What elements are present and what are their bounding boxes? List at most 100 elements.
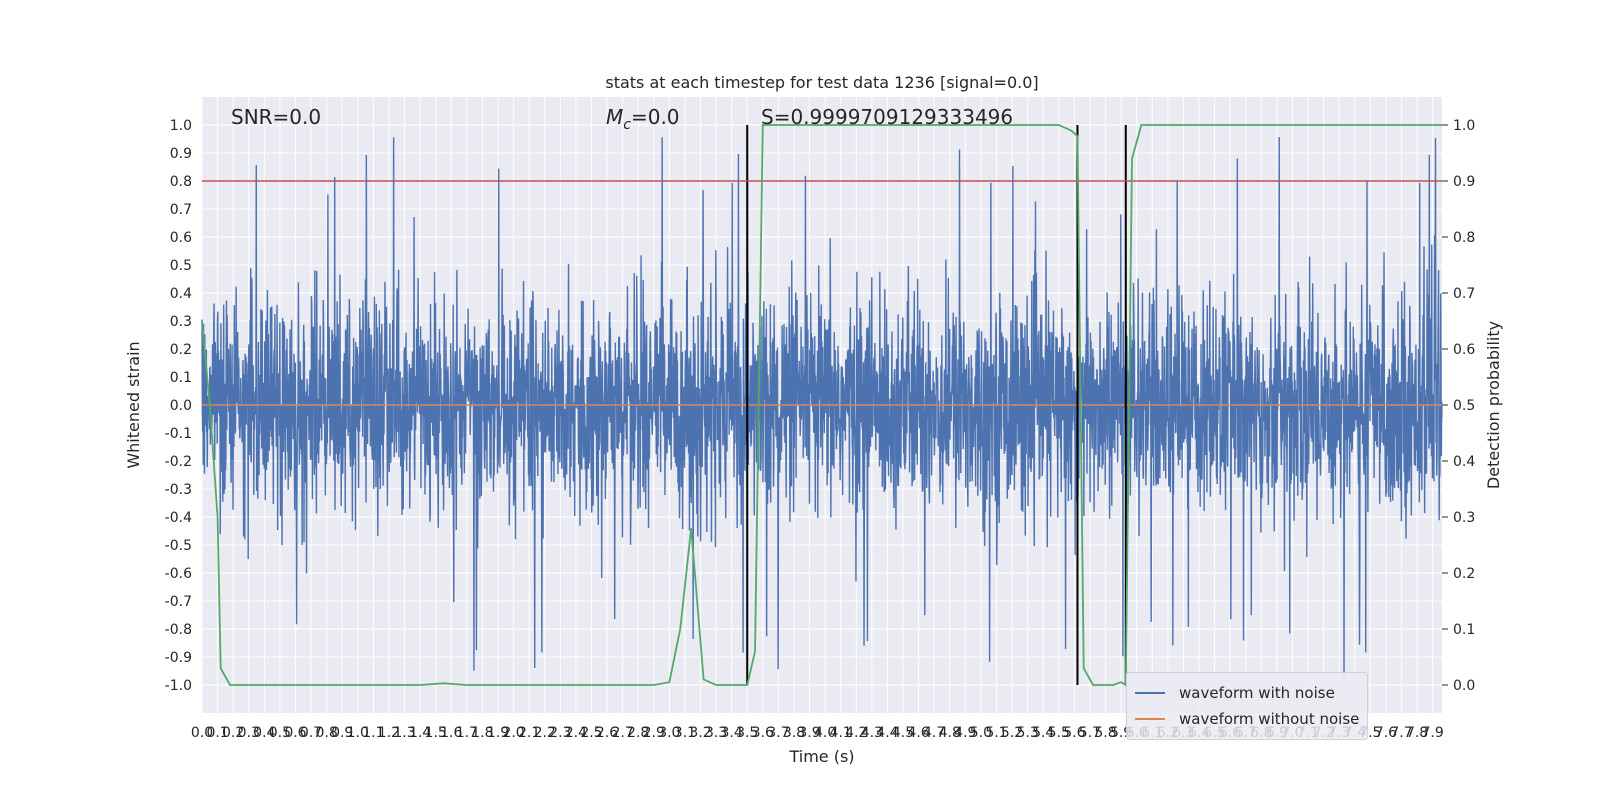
x-tick-label: 0.1 — [206, 725, 228, 741]
x-tick-label: 5.2 — [1001, 725, 1023, 741]
x-tick-label: 1.0 — [347, 725, 369, 741]
y-tick-label: 0.1 — [170, 370, 192, 386]
noise-waveform-line — [201, 136, 1443, 677]
y-tick-label: -0.2 — [165, 454, 192, 470]
y-tick-label: -0.5 — [165, 538, 192, 554]
legend-label-clean: waveform without noise — [1179, 710, 1360, 728]
y-tick-label: -0.1 — [165, 426, 192, 442]
x-tick-label: 3.3 — [705, 725, 727, 741]
x-tick-label: 4.2 — [845, 725, 867, 741]
detection-probability-series — [201, 124, 1442, 687]
y-tick-label: 0.7 — [170, 202, 192, 218]
x-tick-label: 4.4 — [876, 725, 898, 741]
legend-entry-clean: waveform without noise — [1135, 709, 1359, 729]
x-tick-label: 0.6 — [284, 725, 306, 741]
probability-line — [201, 124, 1442, 687]
waveform-with-noise-series — [201, 136, 1443, 677]
legend-swatch-noise — [1135, 692, 1165, 694]
y-tick-label: 0.6 — [170, 230, 192, 246]
x-tick-label: 5.7 — [1079, 725, 1101, 741]
x-tick-label: 3.4 — [721, 725, 743, 741]
legend-entry-noise: waveform with noise — [1135, 683, 1335, 703]
x-tick-label: 5.0 — [970, 725, 992, 741]
y-tick-label: -1.0 — [165, 678, 192, 694]
y-right-axis-label: Detection probability — [1484, 321, 1503, 489]
y-tick-label: 1.0 — [170, 118, 192, 134]
y-tick-label: 0.3 — [170, 314, 192, 330]
x-tick-label: 5.3 — [1016, 725, 1038, 741]
y-right-tick-label: 0.7 — [1453, 286, 1475, 302]
x-tick-label: 1.1 — [362, 725, 384, 741]
y-right-tick-label: 0.9 — [1453, 174, 1475, 190]
y-tick-label: 0.5 — [170, 258, 192, 274]
chirp-mass-value: =0.0 — [631, 105, 680, 129]
snr-annotation: SNR=0.0 — [231, 105, 321, 129]
y-tick-label: -0.6 — [165, 566, 192, 582]
x-tick-label: 0.5 — [269, 725, 291, 741]
x-tick-label: 2.9 — [643, 725, 665, 741]
y-tick-labels: 1.0 0.9 0.8 0.7 0.6 0.5 0.4 0.3 0.2 0.1 0.0 -0.1 -0.… — [165, 118, 192, 694]
x-tick-label: 1.2 — [378, 725, 400, 741]
x-tick-label: 0.0 — [191, 725, 213, 741]
x-tick-label: 2.2 — [534, 725, 556, 741]
x-tick-label: 1.3 — [393, 725, 415, 741]
y-tick-label: 0.8 — [170, 174, 192, 190]
x-tick-label: 7.6 — [1375, 725, 1397, 741]
x-tick-label: 0.8 — [315, 725, 337, 741]
y-tick-label: -0.9 — [165, 650, 192, 666]
x-tick-label: 2.0 — [502, 725, 524, 741]
x-tick-label: 5.6 — [1063, 725, 1085, 741]
chart-title: stats at each timestep for test data 123… — [605, 73, 1038, 92]
x-tick-label: 3.2 — [689, 725, 711, 741]
x-tick-label: 1.5 — [425, 725, 447, 741]
y-right-tick-label: 0.4 — [1453, 454, 1475, 470]
legend: waveform with noise waveform without noi… — [1126, 672, 1368, 740]
y-right-tick-label: 0.2 — [1453, 566, 1475, 582]
y-right-tick-label: 0.5 — [1453, 398, 1475, 414]
x-tick-label: 1.6 — [440, 725, 462, 741]
s-statistic-annotation: S=0.9999709129333496 — [761, 105, 1013, 129]
y-right-tick-label: 0.6 — [1453, 342, 1475, 358]
y-right-tick-label: 0.3 — [1453, 510, 1475, 526]
x-tick-label: 3.6 — [752, 725, 774, 741]
y-tick-label: 0.9 — [170, 146, 192, 162]
x-tick-label: 7.8 — [1406, 725, 1428, 741]
x-tick-label: 2.3 — [549, 725, 571, 741]
x-tick-label: 5.5 — [1048, 725, 1070, 741]
x-tick-label: 7.7 — [1390, 725, 1412, 741]
x-tick-label: 0.7 — [300, 725, 322, 741]
y-right-tick-label: 0.0 — [1453, 678, 1475, 694]
y-right-tick-label: 1.0 — [1453, 118, 1475, 134]
y-tick-label: 0.2 — [170, 342, 192, 358]
y-tick-label: -0.4 — [165, 510, 192, 526]
legend-swatch-clean — [1135, 718, 1165, 720]
x-tick-label: 4.6 — [907, 725, 929, 741]
y-tick-label: 0.4 — [170, 286, 192, 302]
x-tick-label: 4.5 — [892, 725, 914, 741]
x-tick-label: 0.9 — [331, 725, 353, 741]
x-tick-label: 3.7 — [767, 725, 789, 741]
y-right-tick-labels: 1.0 0.9 0.8 0.7 0.6 0.5 0.4 0.3 0.2 0.1 0.0 — [1442, 118, 1475, 694]
x-tick-label: 5.8 — [1094, 725, 1116, 741]
x-tick-label: 5.4 — [1032, 725, 1054, 741]
x-tick-label: 4.1 — [830, 725, 852, 741]
x-axis-label: Time (s) — [788, 747, 854, 766]
x-tick-label: 3.5 — [736, 725, 758, 741]
x-tick-label: 3.9 — [798, 725, 820, 741]
x-tick-label: 2.7 — [611, 725, 633, 741]
x-tick-label: 7.9 — [1422, 725, 1444, 741]
vertical-markers — [746, 125, 1127, 685]
x-tick-label: 2.4 — [565, 725, 587, 741]
y-tick-label: 0.0 — [170, 398, 192, 414]
x-tick-label: 2.8 — [627, 725, 649, 741]
x-tick-label: 3.0 — [658, 725, 680, 741]
y-tick-label: -0.8 — [165, 622, 192, 638]
y-tick-label: -0.7 — [165, 594, 192, 610]
x-tick-label: 0.3 — [238, 725, 260, 741]
legend-label-noise: waveform with noise — [1179, 684, 1335, 702]
x-tick-label: 2.6 — [596, 725, 618, 741]
y-axis-label: Whitened strain — [124, 341, 143, 468]
x-tick-label: 3.1 — [674, 725, 696, 741]
x-tick-label: 1.7 — [456, 725, 478, 741]
